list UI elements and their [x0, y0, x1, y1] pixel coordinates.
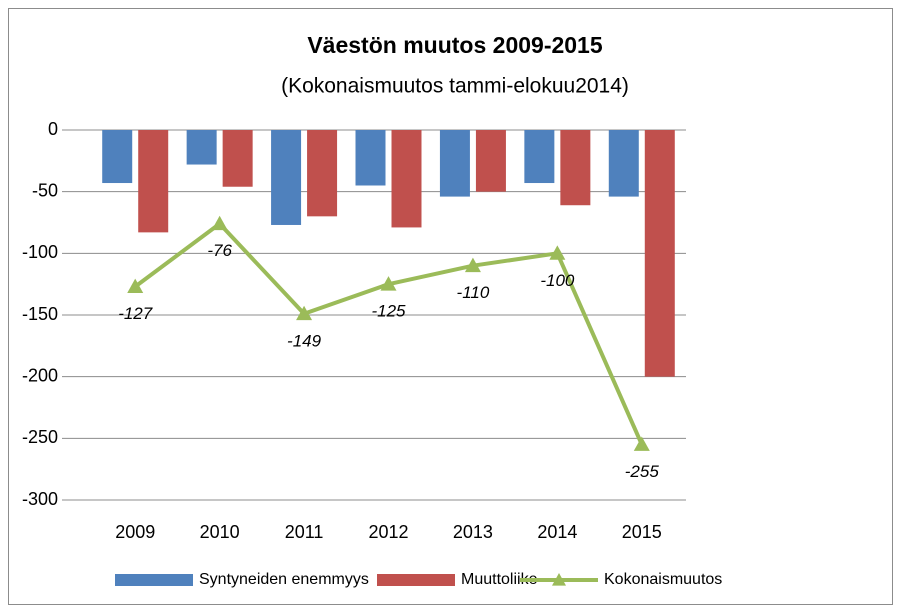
x-tick-label: 2009	[115, 522, 155, 542]
chart-border	[8, 8, 893, 605]
bar	[475, 130, 506, 192]
legend-swatch	[115, 574, 193, 586]
bar	[222, 130, 253, 187]
bar	[186, 130, 217, 165]
y-tick-label: -50	[32, 180, 58, 200]
legend-label: Muuttoliike	[461, 571, 538, 588]
x-tick-label: 2015	[622, 522, 662, 542]
data-label: -149	[287, 331, 322, 350]
y-tick-label: -250	[22, 427, 58, 447]
line-marker	[127, 278, 144, 294]
y-tick-label: -300	[22, 489, 58, 509]
bar	[439, 130, 470, 197]
data-label: -125	[371, 302, 406, 321]
bar	[560, 130, 591, 206]
bar	[271, 130, 302, 225]
bar	[102, 130, 133, 184]
x-tick-label: 2010	[200, 522, 240, 542]
bar	[138, 130, 169, 233]
bar	[307, 130, 338, 217]
x-tick-label: 2013	[453, 522, 493, 542]
legend-swatch	[377, 574, 455, 586]
data-label: -110	[457, 283, 490, 302]
data-label: -255	[625, 462, 660, 481]
legend-label: Syntyneiden enemmyys	[199, 571, 369, 588]
x-tick-label: 2012	[368, 522, 408, 542]
line-marker	[380, 276, 397, 291]
chart-title: Väestön muutos 2009-2015	[307, 32, 603, 58]
legend-label: Kokonaismuutos	[604, 571, 722, 588]
chart-subtitle: (Kokonaismuutos tammi-elokuu2014)	[281, 75, 629, 98]
line-marker	[296, 305, 313, 321]
line-marker	[211, 215, 228, 231]
data-label: -76	[207, 241, 232, 260]
bar	[391, 130, 422, 228]
line-marker	[464, 257, 481, 273]
legend-swatch	[552, 573, 566, 586]
y-tick-label: -100	[22, 242, 58, 262]
bar	[524, 130, 555, 184]
bar	[608, 130, 639, 197]
line-marker	[633, 436, 650, 451]
bar	[644, 130, 675, 377]
bar	[355, 130, 386, 186]
data-label: -127	[118, 304, 153, 323]
line-marker	[549, 245, 566, 260]
y-tick-label: -150	[22, 304, 58, 324]
y-tick-label: -200	[22, 365, 58, 385]
data-label: -100	[540, 271, 575, 290]
x-tick-label: 2014	[537, 522, 577, 542]
y-tick-label: 0	[48, 119, 58, 139]
x-tick-label: 2011	[285, 522, 324, 542]
